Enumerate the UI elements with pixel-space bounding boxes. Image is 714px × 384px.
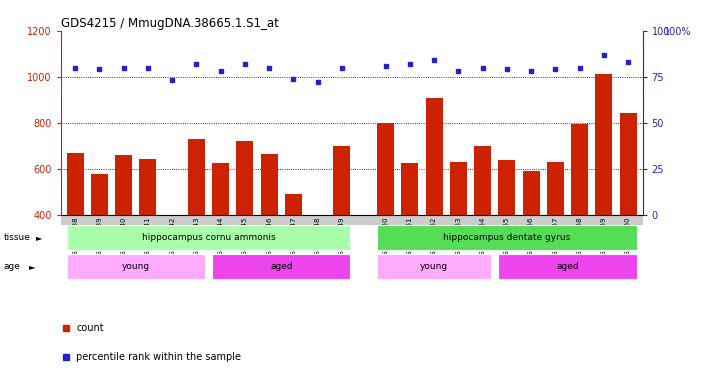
Bar: [66, 225, 351, 250]
Text: hippocampus cornu ammonis: hippocampus cornu ammonis: [142, 233, 276, 242]
Bar: [498, 160, 516, 215]
Bar: [523, 171, 540, 215]
Text: count: count: [76, 323, 104, 333]
Bar: [212, 254, 351, 279]
Bar: [91, 174, 108, 215]
Text: GDS4215 / MmugDNA.38665.1.S1_at: GDS4215 / MmugDNA.38665.1.S1_at: [61, 17, 278, 30]
Bar: [426, 98, 443, 215]
Bar: [115, 155, 132, 215]
Bar: [333, 146, 351, 215]
Text: aged: aged: [270, 262, 293, 271]
Text: ►: ►: [29, 262, 35, 271]
Text: age: age: [4, 262, 21, 271]
Bar: [66, 254, 205, 279]
Text: tissue: tissue: [4, 233, 31, 242]
Text: aged: aged: [556, 262, 579, 271]
Bar: [285, 194, 302, 215]
Bar: [450, 162, 467, 215]
Bar: [401, 163, 418, 215]
Bar: [377, 123, 394, 215]
Y-axis label: 100%: 100%: [664, 27, 691, 37]
Bar: [547, 162, 564, 215]
Bar: [139, 159, 156, 215]
Bar: [261, 154, 278, 215]
Bar: [620, 113, 637, 215]
Text: percentile rank within the sample: percentile rank within the sample: [76, 352, 241, 362]
Bar: [377, 254, 491, 279]
Text: young: young: [122, 262, 150, 271]
Bar: [188, 139, 205, 215]
Bar: [377, 225, 637, 250]
Bar: [571, 124, 588, 215]
Bar: [66, 153, 84, 215]
Text: ►: ►: [36, 233, 42, 242]
Text: hippocampus dentate gyrus: hippocampus dentate gyrus: [443, 233, 570, 242]
Bar: [212, 163, 229, 215]
Text: young: young: [420, 262, 448, 271]
Bar: [498, 254, 637, 279]
Bar: [236, 141, 253, 215]
Bar: [595, 74, 613, 215]
Bar: [474, 146, 491, 215]
